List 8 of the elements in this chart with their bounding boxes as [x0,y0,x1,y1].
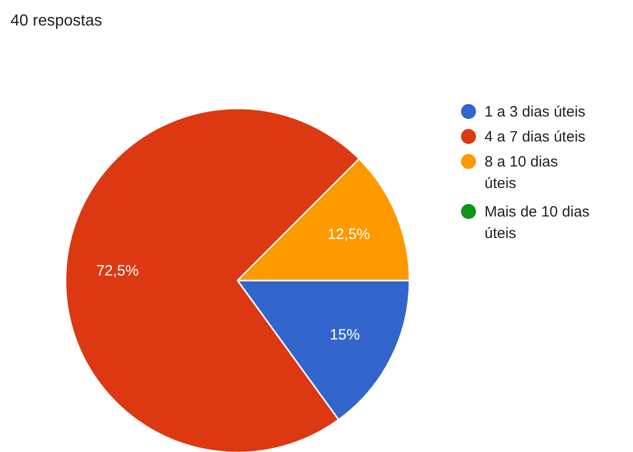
chart-title: 40 respostas [10,12,102,30]
legend-label: 1 a 3 dias úteis [484,104,586,120]
data-label: 72,5% [96,262,139,280]
legend-label: Mais de 10 dias úteis [484,204,590,242]
data-label: 15% [330,326,360,344]
legend-label: 4 a 7 dias úteis [484,128,586,146]
legend-label: 8 a 10 dias úteis [484,154,558,192]
data-label: 12,5% [327,226,370,243]
